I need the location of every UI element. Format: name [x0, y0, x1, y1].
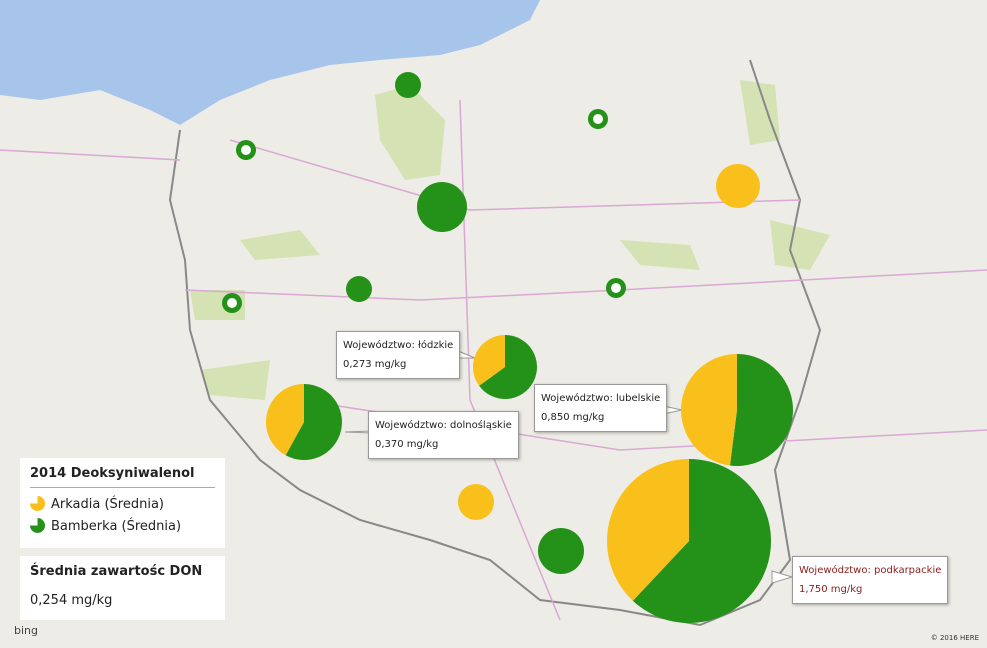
tooltip-label: Województwo: dolnośląskie [375, 420, 512, 431]
tooltip: Województwo: łódzkie 0,273 mg/kg [336, 331, 461, 379]
pie-slice [716, 164, 760, 208]
pie-slice [473, 335, 505, 386]
pie-hole [593, 114, 603, 124]
legend: 2014 Deoksyniwalenol Arkadia (Średnia) B… [20, 458, 225, 548]
pie-slice [681, 354, 737, 466]
tooltip: Województwo: dolnośląskie 0,370 mg/kg [368, 411, 519, 459]
tooltip: Województwo: lubelskie 0,850 mg/kg [534, 384, 668, 432]
pie-slice [285, 384, 342, 460]
legend-swatch [30, 518, 45, 533]
tooltip-value: 0,370 mg/kg [375, 439, 439, 450]
tooltip-label: Województwo: podkarpackie [799, 565, 942, 576]
pie-slice [632, 459, 771, 623]
border [168, 59, 822, 627]
pie-slice [729, 354, 793, 466]
provider-logo: bing [14, 624, 38, 637]
summary: Średnia zawartośc DON 0,254 mg/kg [20, 556, 225, 620]
legend-swatch [30, 496, 45, 511]
legend-item: Bamberka (Średnia) [30, 518, 215, 534]
sea [0, 0, 540, 125]
pie-slice [395, 72, 421, 98]
tooltip: Województwo: podkarpackie 1,750 mg/kg [792, 556, 949, 604]
legend-label: Arkadia (Średnia) [51, 497, 164, 512]
pie-slice [346, 276, 372, 302]
legend-title: 2014 Deoksyniwalenol [30, 466, 215, 488]
copyright: © 2016 HERE [930, 634, 979, 642]
legend-item: Arkadia (Średnia) [30, 496, 215, 512]
pie-hole [611, 283, 621, 293]
tooltip-label: Województwo: łódzkie [343, 340, 454, 351]
pie-hole [227, 298, 237, 308]
pie-hole [241, 145, 251, 155]
legend-label: Bamberka (Średnia) [51, 519, 182, 534]
tooltip-label: Województwo: lubelskie [541, 393, 661, 404]
tooltip-value: 1,750 mg/kg [799, 584, 863, 595]
summary-value: 0,254 mg/kg [30, 593, 113, 608]
pie-slice [479, 335, 538, 399]
pie-slice [265, 384, 304, 456]
tooltip-value: 0,850 mg/kg [541, 412, 605, 423]
forest [190, 80, 830, 400]
pie-slice [538, 528, 584, 574]
pie-slice [458, 484, 494, 520]
pie-slice [417, 182, 467, 232]
tooltip-pointer [771, 570, 794, 584]
pie-slice [607, 459, 689, 601]
tooltip-value: 0,273 mg/kg [343, 359, 407, 370]
summary-label: Średnia zawartośc DON [30, 564, 203, 579]
roads [0, 99, 987, 621]
